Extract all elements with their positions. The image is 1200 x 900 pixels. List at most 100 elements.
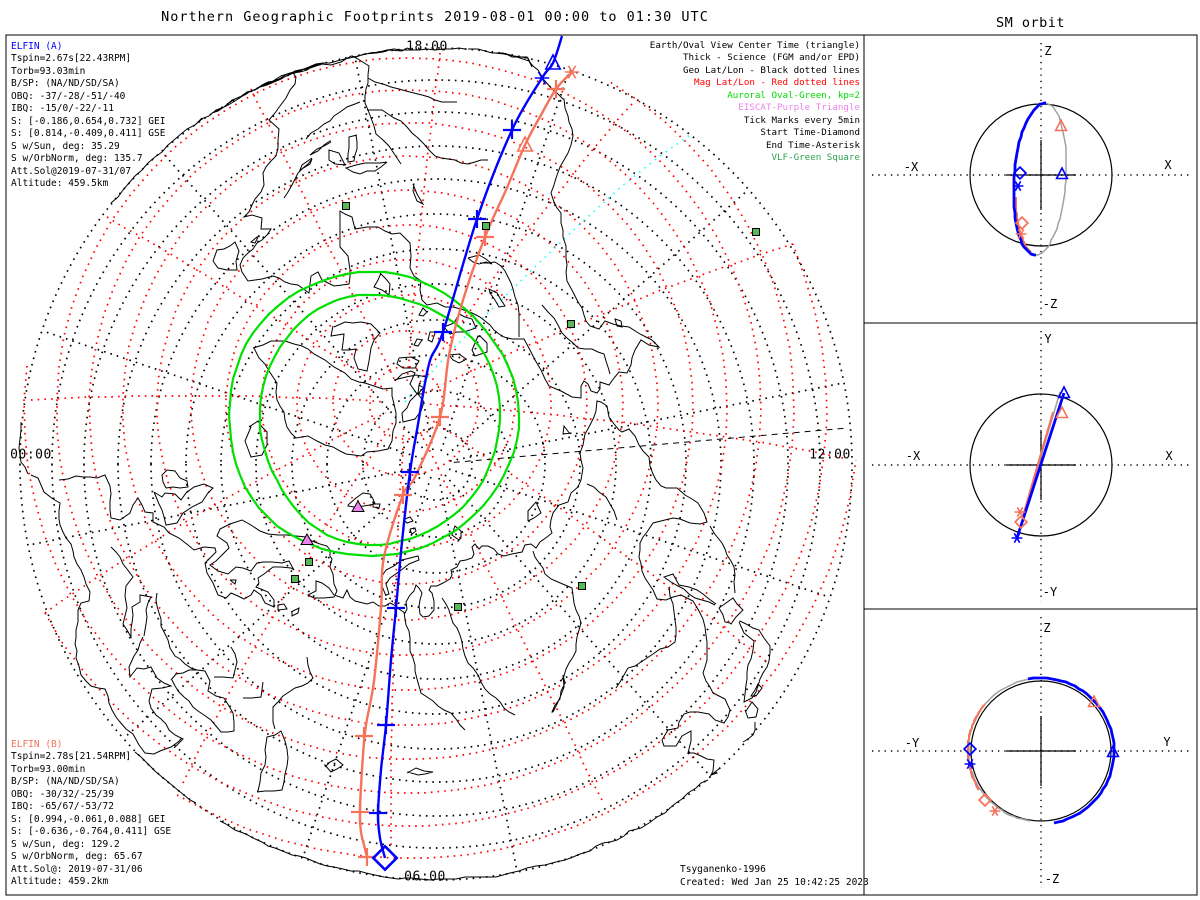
tick-plus bbox=[401, 463, 419, 481]
orbit-elfin-a bbox=[1027, 676, 1116, 825]
elfin-info-line: Altitude: 459.5km bbox=[11, 177, 109, 189]
elfin-info-line: Torb=93.00min bbox=[11, 763, 86, 775]
created-label: Created: Wed Jan 25 10:42:25 2023 bbox=[680, 876, 869, 888]
center-time-triangle bbox=[544, 53, 562, 70]
elfin-b-info: ELFIN (B) Tspin=2.78s[21.54RPM] Torb=93.00… bbox=[11, 739, 171, 888]
elfin-info-line: S w/OrbNorm, deg: 65.67 bbox=[11, 851, 143, 863]
elfin-info-line: B/SP: (NA/ND/SD/SA) bbox=[11, 776, 120, 788]
elfin-info-line: Tspin=2.78s[21.54RPM] bbox=[11, 751, 132, 763]
elfin-info-line: S w/OrbNorm, deg: 135.7 bbox=[11, 153, 143, 165]
sm-orbit-panels bbox=[872, 43, 1192, 888]
legend-item: Earth/Oval View Center Time (triangle) bbox=[649, 40, 860, 51]
tick-plus bbox=[431, 408, 449, 426]
axis-label-X: X bbox=[1164, 158, 1172, 172]
tick-plus bbox=[468, 210, 486, 228]
vlf-square bbox=[578, 582, 586, 590]
coastlines bbox=[18, 47, 771, 881]
axis-label-Z: Z bbox=[1043, 621, 1051, 635]
elfin-info-line: OBQ: -30/32/-25/39 bbox=[11, 788, 114, 800]
tick-plus bbox=[377, 716, 395, 734]
tick-plus bbox=[387, 599, 405, 617]
elfin-a-info: ELFIN (A) Tspin=2.67s[22.43RPM] Torb=93.03… bbox=[11, 41, 165, 190]
mag-graticule bbox=[23, 52, 857, 859]
elfin-info-line: Att.Sol@2019-07-31/07 bbox=[11, 165, 132, 177]
eiscat-triangle bbox=[351, 499, 365, 512]
tick-plus bbox=[394, 486, 412, 504]
model-label: Tsyganenko-1996 bbox=[680, 864, 766, 875]
eiscat-triangle bbox=[300, 532, 314, 545]
legend-item: VLF-Green Square bbox=[771, 152, 860, 164]
elfin-info-line: Torb=93.03min bbox=[11, 65, 86, 77]
panel-borders bbox=[5, 34, 1198, 896]
center-time-triangle bbox=[1087, 694, 1101, 708]
earth-crosshair bbox=[1006, 716, 1076, 786]
axis-label-negY: -Y bbox=[904, 736, 920, 750]
end-asterisk bbox=[1011, 532, 1023, 544]
tick-plus bbox=[503, 121, 521, 139]
tick-plus bbox=[434, 323, 452, 341]
end-asterisk bbox=[1015, 228, 1027, 240]
axis-label-Y: Y bbox=[1163, 735, 1171, 749]
start-diamond bbox=[1013, 514, 1029, 530]
start-diamond bbox=[371, 844, 399, 872]
elfin-info-line: S w/Sun, deg: 35.29 bbox=[11, 140, 120, 152]
vlf-square bbox=[752, 228, 760, 236]
center-time-triangle bbox=[1106, 744, 1120, 758]
vlf-square bbox=[482, 222, 490, 230]
elfin-info-line: Tspin=2.67s[22.43RPM] bbox=[11, 53, 132, 65]
elfin-info-line: OBQ: -37/-28/-51/-40 bbox=[11, 90, 126, 102]
axis-label-Z: Z bbox=[1044, 44, 1052, 58]
legend-item: End Time-Asterisk bbox=[765, 139, 860, 151]
map-legend: Earth/Oval View Center Time (triangle) Th… bbox=[440, 40, 860, 165]
auroral-oval-inner bbox=[258, 293, 502, 547]
time-label-0000: 00:00 bbox=[10, 447, 52, 463]
axis-label-negX: -X bbox=[903, 160, 919, 174]
time-label-1200: 12:00 bbox=[809, 447, 851, 463]
legend-item: Thick - Science (FGM and/or EPD) bbox=[682, 52, 860, 64]
center-time-triangle bbox=[1055, 166, 1069, 180]
sm-orbit-panel-3 bbox=[872, 617, 1192, 888]
orbit-elfin-b bbox=[967, 704, 986, 791]
end-asterisk bbox=[1012, 180, 1024, 192]
vlf-square bbox=[454, 603, 462, 611]
axis-label-negY: -Y bbox=[1042, 585, 1058, 599]
elfin-info-line: S: [-0.636,-0.764,0.411] GSE bbox=[11, 826, 172, 838]
elfin-info-line: Altitude: 459.2km bbox=[11, 875, 109, 887]
vlf-square bbox=[305, 558, 313, 566]
vlf-square bbox=[342, 202, 350, 210]
page-title: Northern Geographic Footprints 2019-08-0… bbox=[161, 9, 709, 25]
tick-plus bbox=[355, 727, 373, 745]
sm-orbit-panel-1 bbox=[872, 43, 1192, 316]
sm-orbit-title: SM orbit bbox=[995, 15, 1066, 31]
vlf-square bbox=[567, 320, 575, 328]
center-time-triangle bbox=[1055, 405, 1069, 419]
vlf-square bbox=[291, 575, 299, 583]
tick-plus bbox=[351, 803, 369, 821]
tick-plus bbox=[369, 804, 387, 822]
legend-item: EISCAT-Purple Triangle bbox=[738, 102, 860, 114]
legend-item: Geo Lat/Lon - Black dotted lines bbox=[682, 64, 860, 76]
elfin-name: ELFIN (A) bbox=[11, 41, 63, 52]
start-diamond bbox=[962, 741, 978, 757]
elfin-info-line: S: [-0.186,0.654,0.732] GEI bbox=[11, 115, 166, 127]
earth-crosshair bbox=[1006, 140, 1076, 210]
center-time-triangle bbox=[516, 135, 534, 152]
end-asterisk bbox=[534, 71, 550, 85]
tick-plus bbox=[547, 80, 565, 98]
elfin-info-line: S w/Sun, deg: 129.2 bbox=[11, 838, 120, 850]
earth-circle bbox=[969, 393, 1113, 537]
start-diamond bbox=[977, 792, 993, 808]
center-time-triangle bbox=[1054, 118, 1068, 132]
map-panel bbox=[18, 35, 857, 881]
end-asterisk bbox=[1014, 506, 1026, 518]
sm-orbit-panel-2 bbox=[872, 331, 1192, 602]
end-asterisk bbox=[564, 65, 580, 79]
elfin-info-line: S: [0.994,-0.061,0.088] GEI bbox=[11, 813, 166, 825]
time-label-1800: 18:00 bbox=[406, 39, 448, 55]
legend-item: Tick Marks every 5min bbox=[743, 114, 860, 126]
axis-label-negZ: -Z bbox=[1042, 297, 1058, 311]
elfin-info-line: B/SP: (NA/ND/SD/SA) bbox=[11, 78, 120, 90]
start-diamond bbox=[1014, 215, 1030, 231]
